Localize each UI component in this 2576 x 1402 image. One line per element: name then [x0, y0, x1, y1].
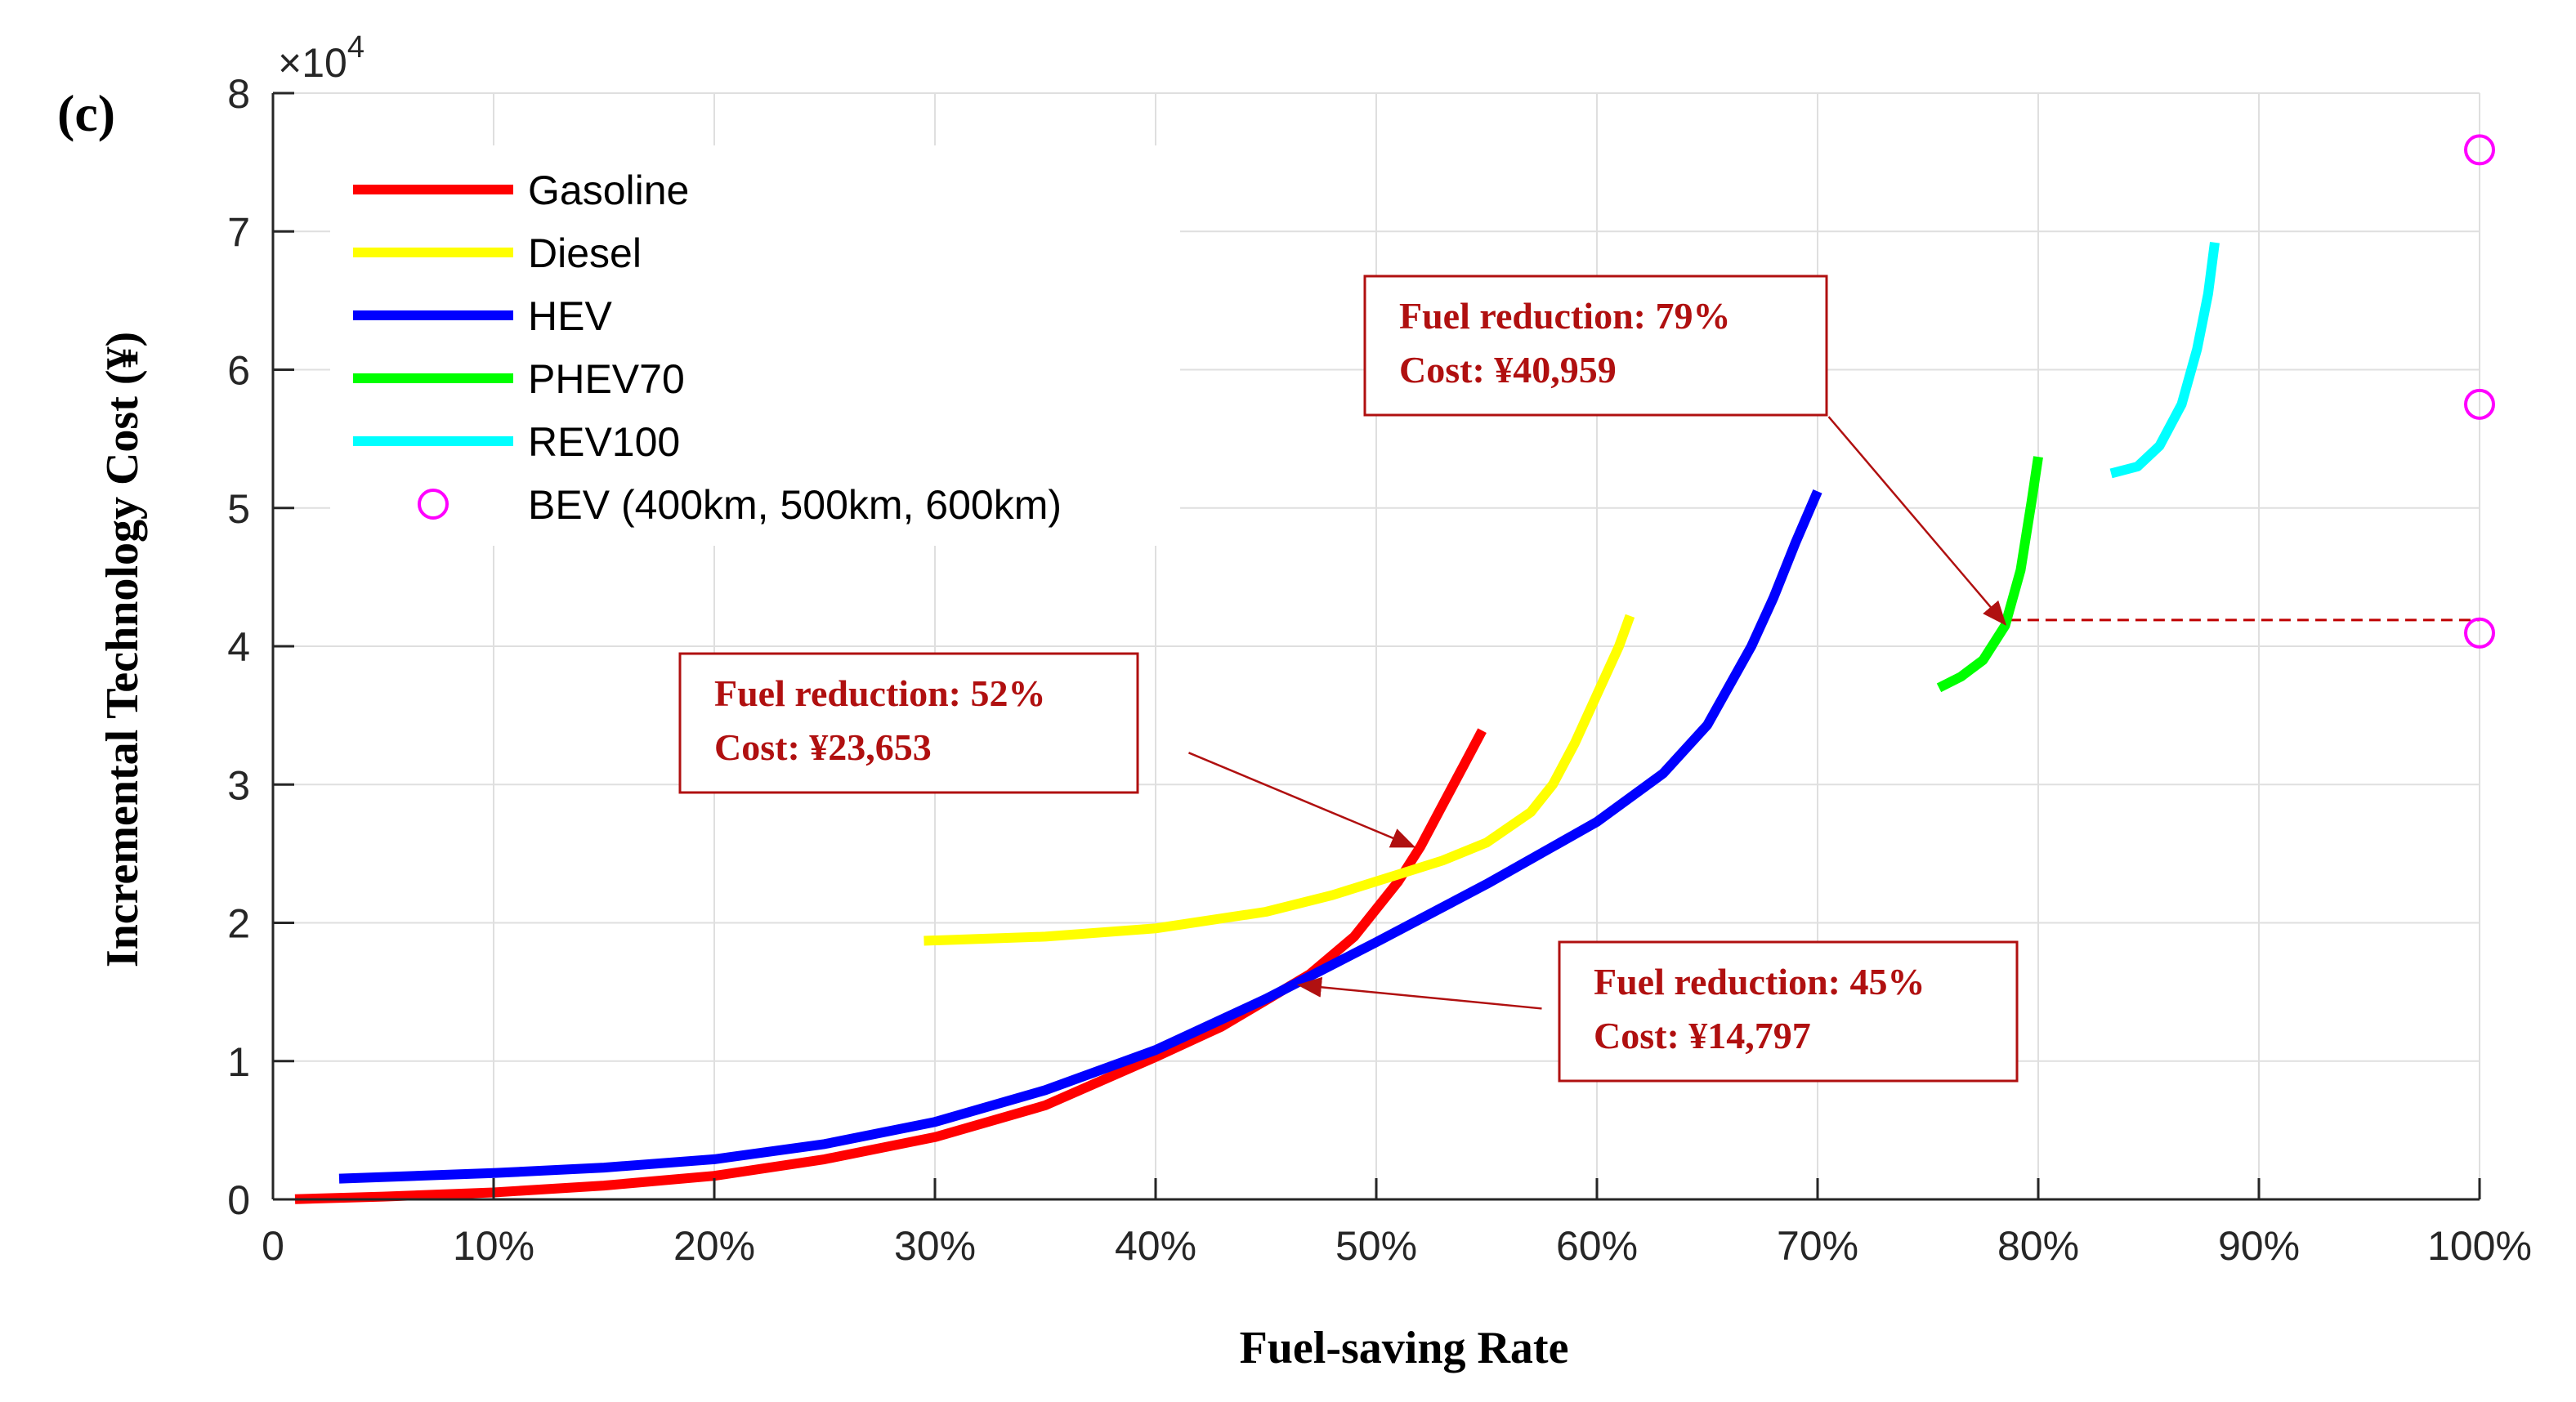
x-axis-title: Fuel-saving Rate — [1240, 1323, 1569, 1373]
annotation-text: Fuel reduction: 52% — [714, 672, 1045, 714]
annotation-text: Fuel reduction: 79% — [1399, 295, 1730, 337]
annotation-box — [1363, 275, 1828, 417]
x-tick-label: 80% — [1997, 1223, 2079, 1269]
annotation-arrow — [1188, 752, 1416, 848]
series-line-gasoline — [294, 728, 1487, 1204]
annotation-arrow — [1827, 416, 2007, 626]
y-tick-label: 5 — [227, 486, 250, 532]
series-line-rev100 — [2109, 242, 2220, 479]
y-tick-label: 4 — [227, 624, 250, 670]
x-tick-label: 70% — [1777, 1223, 1858, 1269]
legend-label-gasoline: Gasoline — [528, 167, 689, 213]
x-tick-label: 90% — [2218, 1223, 2300, 1269]
x-tick-label: 40% — [1115, 1223, 1196, 1269]
legend-background — [330, 145, 1180, 546]
y-tick-label: 6 — [227, 348, 250, 394]
series-line-diesel — [924, 614, 1635, 946]
annotation-arrow — [1297, 976, 1542, 1010]
series-line-hev — [338, 489, 1822, 1184]
series-point-bev-400km-500km-600km — [2464, 388, 2495, 420]
y-axis-title: Incremental Technology Cost (¥) — [97, 332, 148, 967]
annotations: Fuel reduction: 52% Cost: ¥23,653 Fuel red… — [678, 275, 2019, 1083]
annotation-text: Cost: ¥14,797 — [1594, 1015, 1811, 1056]
plot-area — [294, 134, 2495, 1204]
x-tick-label: 30% — [894, 1223, 976, 1269]
y-tick-label: 0 — [227, 1177, 250, 1223]
y-tick-label: 2 — [227, 901, 250, 947]
series-point-bev-400km-500km-600km — [2464, 617, 2495, 649]
annotation-box — [1558, 940, 2019, 1083]
legend-label-rev100: REV100 — [528, 419, 680, 465]
axes: 0 10% 20% 30% 40% 50% 60% 70% 80% 90% 100% 0 1 2 3 4 5 6 7… — [227, 30, 2532, 1269]
legend-label-hev: HEV — [528, 293, 612, 339]
legend: Gasoline Diesel HEV PHEV70 REV100 BEV (400km,… — [330, 145, 1180, 546]
x-tick-label: 0 — [262, 1223, 284, 1269]
y-tick-label: 1 — [227, 1039, 250, 1085]
x-tick-label: 100% — [2427, 1223, 2532, 1269]
legend-label-diesel: Diesel — [528, 230, 642, 276]
annotation-text: Fuel reduction: 45% — [1594, 961, 1925, 1002]
annotation-text: Cost: ¥40,959 — [1399, 349, 1617, 391]
y-tick-label: 8 — [227, 71, 250, 117]
y-exponent-label: ×104 — [278, 30, 364, 86]
legend-swatch-bev-400km-500km-600km — [418, 489, 449, 520]
series-point-bev-400km-500km-600km — [2464, 134, 2495, 166]
annotation-text: Cost: ¥23,653 — [714, 726, 932, 768]
legend-label-phev70: PHEV70 — [528, 356, 685, 402]
x-tick-label: 50% — [1335, 1223, 1417, 1269]
panel-label: (c) — [57, 84, 115, 142]
legend-label-bev-400km-500km-600km: BEV (400km, 500km, 600km) — [528, 482, 1062, 528]
x-tick-label: 60% — [1556, 1223, 1638, 1269]
x-tick-label: 20% — [673, 1223, 755, 1269]
y-tick-label: 3 — [227, 762, 250, 808]
y-tick-label: 7 — [227, 209, 250, 255]
annotation-box — [678, 652, 1139, 794]
x-tick-label: 10% — [453, 1223, 534, 1269]
